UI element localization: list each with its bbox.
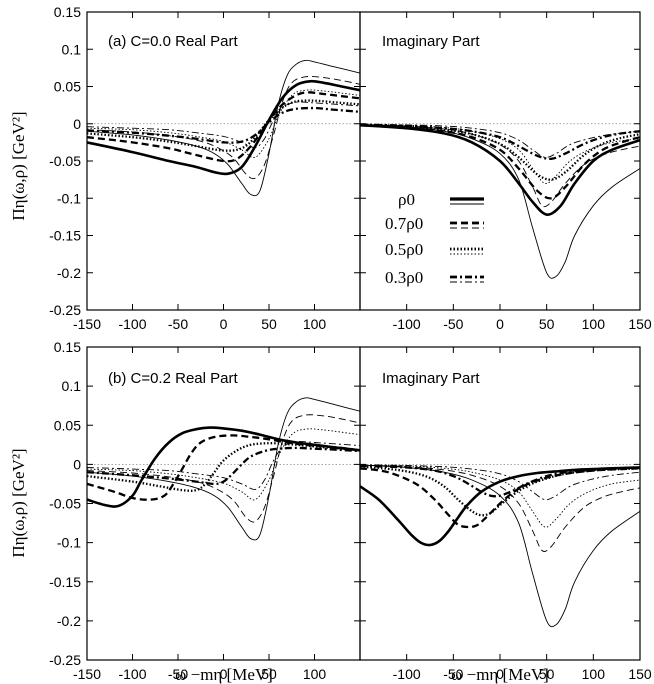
- y-tick-label: -0.15: [49, 574, 81, 590]
- series-line: [360, 467, 640, 529]
- y-axis-label: Πη(ω,ρ) [GeV²]: [9, 111, 28, 220]
- series-line: [360, 464, 640, 498]
- y-tick-label: -0.2: [57, 265, 81, 281]
- y-tick-label: 0.1: [62, 41, 82, 57]
- panel-b-real: 0.15 0.1 0.05 0 -0.05 -0.1 -0.15 -0.2 -0.25-150 -…: [49, 339, 361, 682]
- panel-frame: [86, 346, 361, 661]
- x-tick-label: 100: [582, 666, 606, 682]
- x-tick-label: 150: [628, 666, 652, 682]
- x-axis-label: ω −mη [MeV]: [175, 665, 273, 684]
- series-line: [360, 466, 640, 547]
- y-tick-label: -0.15: [49, 228, 81, 244]
- y-tick-label: 0: [73, 456, 81, 472]
- series-line: [360, 123, 640, 181]
- panel-b-imag: -100 -50 0 50 100 150 Imaginary Part: [359, 346, 652, 682]
- panel-title: (b) C=0.2 Real Part: [108, 370, 238, 387]
- legend-label: 0.5ρ0: [385, 240, 423, 259]
- panel-title: (a) C=0.0 Real Part: [108, 33, 238, 50]
- series-line: [360, 464, 640, 628]
- series-line: [360, 124, 640, 200]
- panel-frame: [359, 11, 641, 311]
- x-tick-label: -150: [73, 666, 101, 682]
- x-axis-label: ω −mη [MeV]: [451, 665, 549, 684]
- series-line: [360, 123, 640, 158]
- x-tick-label: 100: [303, 316, 327, 332]
- series-line: [360, 123, 640, 160]
- series-line: [87, 75, 360, 180]
- y-tick-label: -0.1: [57, 535, 81, 551]
- x-tick-label: -100: [118, 666, 146, 682]
- panel-title: Imaginary Part: [382, 370, 480, 387]
- x-tick-label: 50: [539, 316, 555, 332]
- y-tick-label: -0.25: [49, 652, 81, 668]
- panel-a-real: 0.15 0.1 0.05 0 -0.05 -0.1 -0.15 -0.2 -0.25-150 -…: [49, 4, 361, 332]
- series-line: [87, 440, 360, 490]
- series-line: [360, 464, 640, 552]
- legend-label: 0.3ρ0: [385, 268, 423, 287]
- x-tick-label: 0: [496, 666, 504, 682]
- series-line: [87, 397, 360, 541]
- y-tick-label: -0.2: [57, 613, 81, 629]
- x-tick-label: -50: [443, 316, 463, 332]
- y-tick-label: 0: [73, 116, 81, 132]
- legend-label: ρ0: [398, 190, 415, 209]
- x-tick-label: 50: [261, 666, 277, 682]
- series-line: [87, 91, 360, 163]
- y-tick-label: 0.05: [54, 79, 81, 95]
- y-tick-label: 0.15: [54, 339, 81, 355]
- legend-label: 0.7ρ0: [385, 214, 423, 233]
- series-line: [360, 464, 640, 501]
- x-tick-label: 100: [303, 666, 327, 682]
- y-tick-label: 0.15: [54, 4, 81, 20]
- series-line: [87, 446, 360, 486]
- series-line: [87, 434, 360, 501]
- series-line: [360, 124, 640, 279]
- x-tick-label: 0: [220, 316, 228, 332]
- y-tick-label: -0.05: [49, 153, 81, 169]
- x-tick-label: -100: [393, 316, 421, 332]
- x-tick-label: -50: [443, 666, 463, 682]
- series-line: [360, 465, 640, 517]
- y-tick-label: 0.1: [62, 378, 82, 394]
- x-tick-label: -100: [393, 666, 421, 682]
- panel-a-imag: -100 -50 0 50 100 150 Imaginary Part: [359, 11, 652, 332]
- x-tick-label: 50: [261, 316, 277, 332]
- series-line: [87, 79, 360, 176]
- panel-title: Imaginary Part: [382, 33, 480, 50]
- series-line: [87, 101, 360, 149]
- x-tick-label: 0: [220, 666, 228, 682]
- x-tick-label: 100: [582, 316, 606, 332]
- series-line: [87, 106, 360, 144]
- legend: ρ0 0.7ρ0 0.5ρ0 0.3ρ0: [385, 190, 484, 287]
- series-line: [360, 123, 640, 216]
- x-tick-label: 50: [539, 666, 555, 682]
- y-tick-label: 0.05: [54, 417, 81, 433]
- y-tick-label: -0.25: [49, 302, 81, 318]
- y-tick-label: -0.1: [57, 190, 81, 206]
- x-tick-label: -100: [118, 316, 146, 332]
- panel-frame: [359, 346, 641, 661]
- x-tick-label: -50: [168, 316, 188, 332]
- x-tick-label: -50: [168, 666, 188, 682]
- x-tick-label: -150: [73, 316, 101, 332]
- y-axis-label: Πη(ω,ρ) [GeV²]: [9, 448, 28, 557]
- series-line: [360, 464, 640, 528]
- x-tick-label: 0: [496, 316, 504, 332]
- series-line: [87, 426, 360, 508]
- series-line: [360, 124, 640, 208]
- y-tick-label: -0.05: [49, 496, 81, 512]
- x-tick-label: 150: [628, 316, 652, 332]
- series-line: [360, 124, 640, 185]
- series-line: [87, 414, 360, 523]
